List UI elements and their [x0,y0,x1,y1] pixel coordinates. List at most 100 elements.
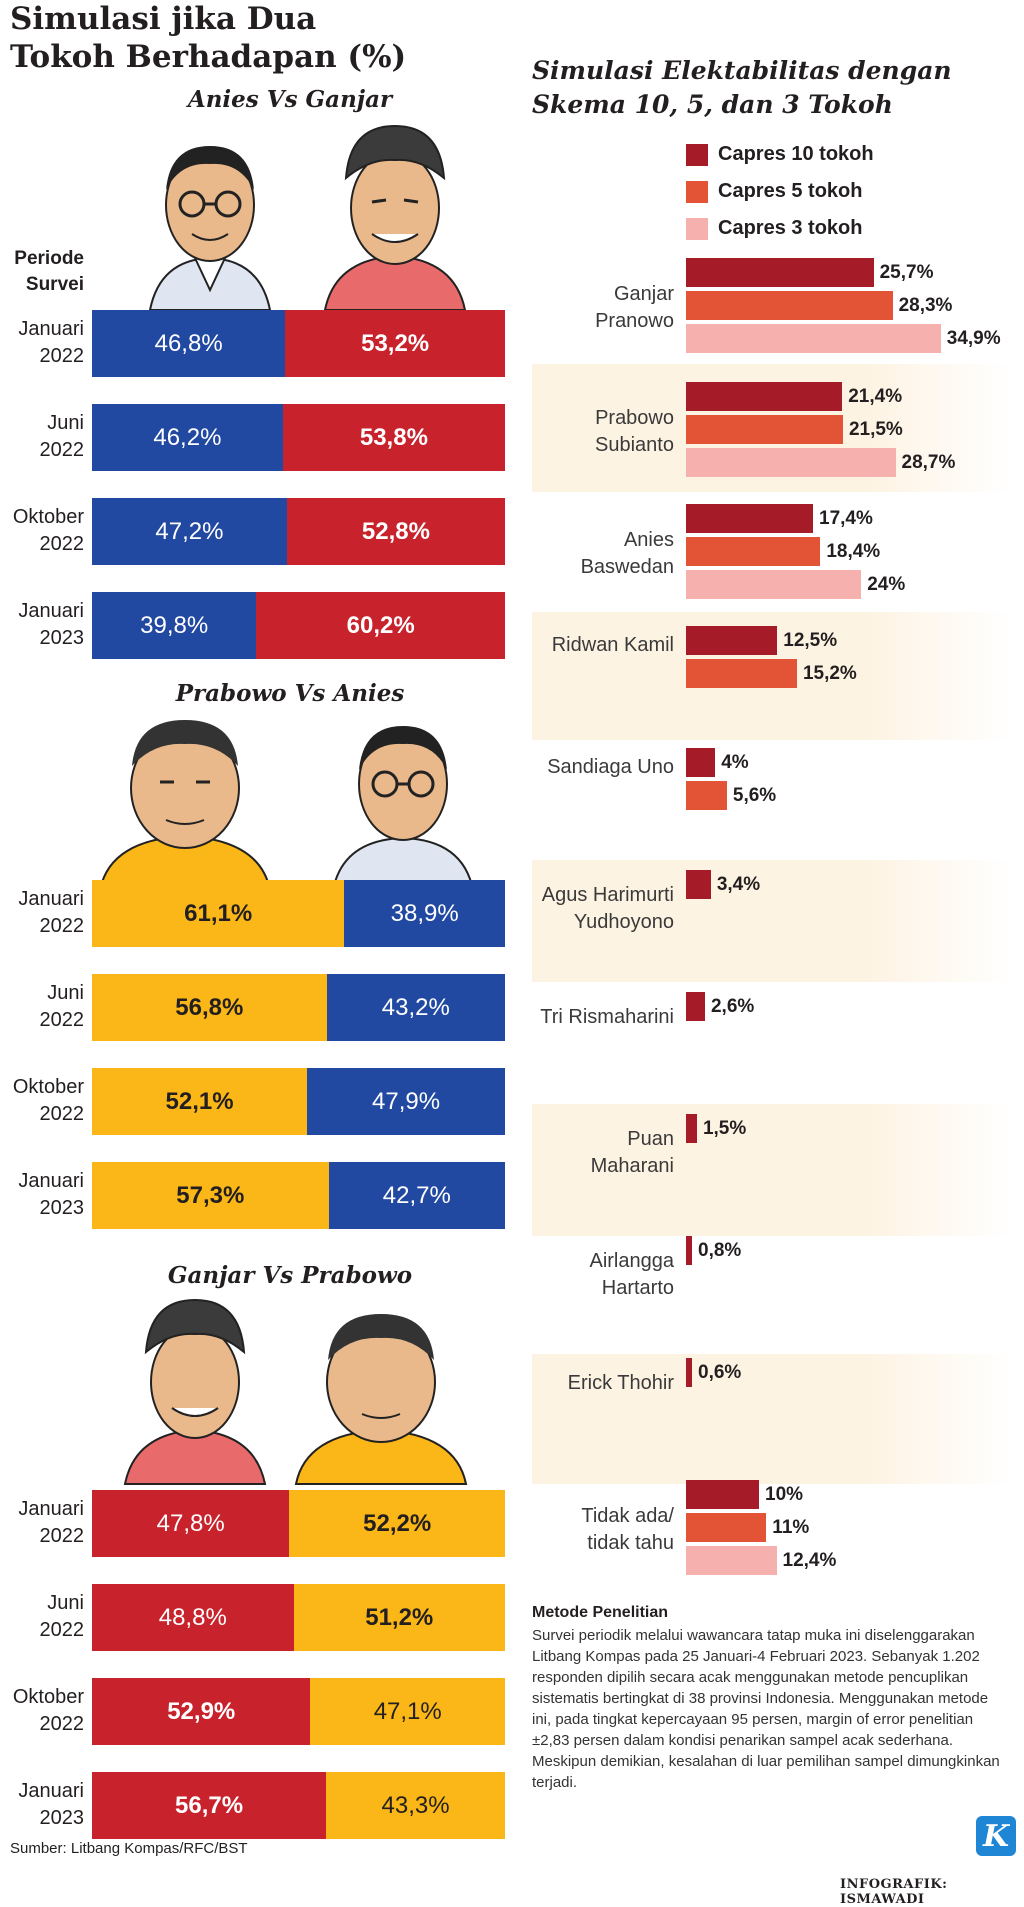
period-label-line: Januari [18,1170,84,1192]
method-text: Survei periodik melalui wawancara tatap … [532,1627,1000,1791]
bar-segment-prabowo: 57,3% [92,1162,329,1229]
electability-bar [686,1480,759,1509]
electability-bar [686,626,778,655]
bar-segment-anies: 46,2% [92,404,283,471]
anies-portrait-2-icon [331,726,475,891]
electability-value: 18,4% [826,541,881,562]
electability-value: 1,5% [702,1118,747,1139]
bar-segment-prabowo: 56,8% [92,974,327,1041]
row-band [532,860,1012,982]
legend-item-capres10: Capres 10 tokoh [686,136,874,173]
candidate-label: Anies Baswedan [580,528,674,578]
stacked-bar: 46,2% 53,8% [92,404,505,471]
stacked-bar: 46,8% 53,2% [92,310,505,377]
period-label-line: 2022 [39,439,85,461]
electability-bar [686,537,821,566]
period-label-line: 2022 [39,1525,85,1547]
stacked-bar: 61,1% 38,9% [92,880,505,947]
right-chart-title: Simulasi Elektabilitas dengan Skema 10, … [532,56,952,119]
electability-bar [686,1546,777,1575]
period-label-line: 2022 [39,533,85,555]
period-label-line: Januari [18,600,84,622]
electability-bar [686,1358,692,1387]
electability-bar [686,781,727,810]
period-label: Januari 2022 [8,316,84,370]
legend-swatch-capres5 [686,180,708,203]
electability-value: 28,7% [901,452,956,473]
period-label: Januari 2023 [8,1168,84,1222]
electability-value: 15,2% [802,663,857,684]
candidate-label: Sandiaga Uno [547,756,674,778]
bar-segment-prabowo: 61,1% [92,880,345,947]
period-label-line: Juni [47,982,84,1004]
bar-segment-anies: 47,9% [307,1068,505,1135]
period-label: Juni 2022 [8,980,85,1034]
candidate-label: Tri Rismaharini [540,1006,674,1028]
stacked-bar: 47,2% 52,8% [92,498,505,565]
period-label-line: Januari [18,318,84,340]
electability-value: 17,4% [819,508,873,529]
stacked-bar: 56,7% 43,3% [92,1772,505,1839]
electability-value: 0,6% [698,1362,742,1383]
bar-segment-prabowo: 47,1% [310,1678,505,1745]
candidate-label: Erick Thohir [567,1372,674,1394]
anies-portrait-icon [148,146,272,311]
electability-bar [686,1513,767,1542]
period-label: Januari 2023 [8,1778,84,1832]
period-label-line: Januari [18,888,84,910]
prabowo-portrait-icon [98,720,272,891]
stacked-bar: 56,8% 43,2% [92,974,505,1041]
electability-bar [686,748,716,777]
electability-value: 25,7% [879,262,934,283]
infographic-credit: INFOGRAFIK: ISMAWADI [840,1877,948,1907]
matchup-title-2: Prabowo Vs Anies [175,680,405,707]
bar-segment-anies: 43,2% [326,974,505,1041]
matchup-title-3: Ganjar Vs Prabowo [167,1262,413,1289]
electability-value: 4% [721,752,749,773]
source-note: Sumber: Litbang Kompas/RFC/BST [10,1840,248,1857]
stacked-bar: 39,8% 60,2% [92,592,505,659]
electability-bar [686,992,705,1021]
bar-segment-ganjar: 52,9% [92,1678,311,1745]
electability-bar [686,504,814,533]
candidate-label: Tidak ada/ tidak tahu [581,1504,674,1554]
bar-segment-ganjar: 52,8% [286,498,505,565]
electability-bar [686,870,711,899]
legend: Capres 10 tokoh Capres 5 tokoh Capres 3 … [686,136,874,247]
legend-item-capres5: Capres 5 tokoh [686,173,874,210]
electability-value: 34,9% [946,328,1001,349]
electability-bar [686,324,941,353]
electability-value: 12,4% [782,1550,837,1571]
period-label-line: 2022 [39,1009,85,1031]
electability-value: 2,6% [710,996,755,1017]
method-title: Metode Penelitian [532,1604,669,1621]
period-label-line: Oktober [12,1686,84,1708]
period-label-line: 2023 [39,1807,85,1829]
legend-swatch-capres3 [686,217,708,240]
period-label-line: 2022 [39,1619,85,1641]
stacked-bar: 57,3% 42,7% [92,1162,505,1229]
electability-value: 11% [772,1517,810,1538]
legend-label-capres3: Capres 3 tokoh [718,217,863,239]
period-label: Oktober 2022 [8,1684,84,1738]
electability-bar [686,291,893,320]
candidate-label: Ridwan Kamil [551,634,674,656]
bar-segment-anies: 46,8% [92,310,286,377]
stacked-bar: 48,8% 51,2% [92,1584,505,1651]
electability-bar [686,382,843,411]
legend-swatch-capres10 [686,143,708,166]
bar-segment-anies: 38,9% [344,880,505,947]
period-label-line: Januari [18,1780,84,1802]
row-band [532,1354,1012,1484]
electability-value: 21,5% [848,419,903,440]
electability-value: 24% [867,574,906,595]
candidate-label: Agus Harimurti Yudhoyono [541,884,674,933]
electability-value: 5,6% [732,785,777,806]
legend-item-capres3: Capres 3 tokoh [686,210,874,247]
period-label: Januari 2022 [8,886,84,940]
period-label-line: Januari [18,1498,84,1520]
bar-segment-anies: 42,7% [328,1162,505,1229]
electability-bar [686,1114,697,1143]
electability-value: 28,3% [898,295,953,316]
electability-bar [686,448,896,477]
